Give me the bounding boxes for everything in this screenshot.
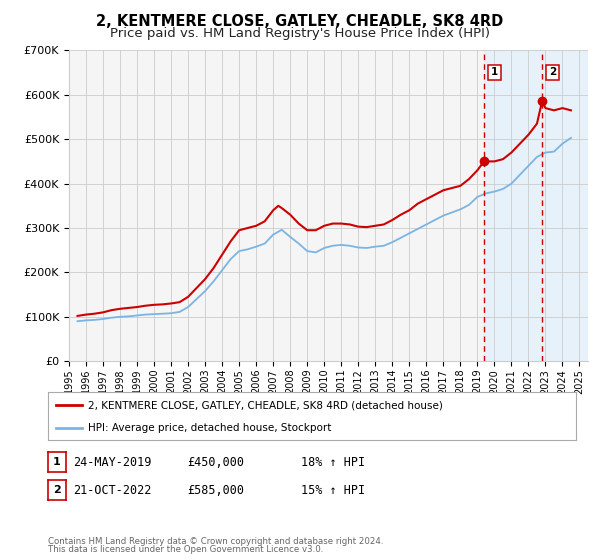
Text: 2: 2 [53,485,61,495]
Text: 1: 1 [491,67,498,77]
Text: 21-OCT-2022: 21-OCT-2022 [73,483,152,497]
Text: 15% ↑ HPI: 15% ↑ HPI [301,483,365,497]
Text: Price paid vs. HM Land Registry's House Price Index (HPI): Price paid vs. HM Land Registry's House … [110,27,490,40]
Text: 24-MAY-2019: 24-MAY-2019 [73,455,152,469]
Text: 2, KENTMERE CLOSE, GATLEY, CHEADLE, SK8 4RD: 2, KENTMERE CLOSE, GATLEY, CHEADLE, SK8 … [97,14,503,29]
Text: 2: 2 [549,67,556,77]
Text: 18% ↑ HPI: 18% ↑ HPI [301,455,365,469]
Text: This data is licensed under the Open Government Licence v3.0.: This data is licensed under the Open Gov… [48,545,323,554]
Text: £450,000: £450,000 [187,455,244,469]
Text: £585,000: £585,000 [187,483,244,497]
Text: Contains HM Land Registry data © Crown copyright and database right 2024.: Contains HM Land Registry data © Crown c… [48,537,383,546]
Text: 2, KENTMERE CLOSE, GATLEY, CHEADLE, SK8 4RD (detached house): 2, KENTMERE CLOSE, GATLEY, CHEADLE, SK8 … [88,400,442,410]
Text: HPI: Average price, detached house, Stockport: HPI: Average price, detached house, Stoc… [88,423,331,433]
Bar [484,50,588,361]
Text: 1: 1 [53,457,61,467]
